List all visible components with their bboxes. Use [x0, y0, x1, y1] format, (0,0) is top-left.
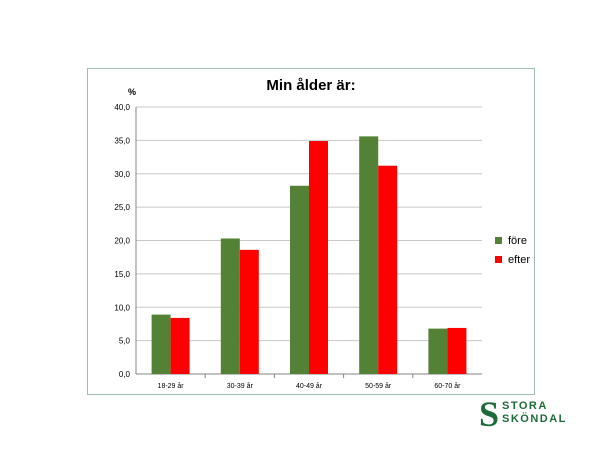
bar-efter — [239, 249, 259, 374]
svg-text:S: S — [479, 396, 499, 430]
y-tick-label: 40,0 — [114, 103, 130, 112]
bar-efter — [309, 141, 328, 374]
bar-efter — [447, 327, 467, 374]
legend-label-efter: efter — [508, 253, 531, 266]
y-tick-label: 30,0 — [114, 170, 130, 179]
stora-skondal-logo: S STORA SKÖNDAL — [478, 394, 588, 434]
y-axis-unit: % — [128, 87, 137, 97]
y-tick-label: 25,0 — [114, 203, 130, 212]
x-tick-label: 50-59 år — [365, 382, 392, 390]
chart-title: Min ålder är: — [266, 77, 356, 94]
y-tick-label: 5,0 — [119, 337, 131, 346]
logo-line-2: SKÖNDAL — [502, 413, 567, 425]
legend-swatch-fore — [495, 237, 502, 244]
bar-fore — [428, 328, 448, 374]
y-tick-label: 10,0 — [114, 303, 130, 312]
legend-item-fore: före — [495, 231, 530, 250]
chart-frame: Min ålder är: % 0,0 5,0 10,0 15,0 20,0 25,0 30… — [87, 68, 535, 395]
x-tick-label: 30-39 år — [227, 382, 254, 390]
bar-efter — [170, 317, 190, 374]
logo-text: STORA SKÖNDAL — [502, 400, 567, 426]
legend-label-fore: före — [508, 234, 527, 247]
y-tick-label: 0,0 — [119, 370, 131, 379]
bar-efter — [378, 165, 398, 374]
y-tick-label: 15,0 — [114, 270, 130, 279]
plot-area: 0,0 5,0 10,0 15,0 20,0 25,0 30,0 35,0 40,0 18-29 … — [114, 103, 482, 390]
x-tick-label: 18-29 år — [158, 382, 185, 390]
y-tick-label: 20,0 — [114, 237, 130, 246]
legend-item-efter: efter — [495, 250, 530, 269]
legend: före efter — [495, 231, 530, 269]
legend-swatch-efter — [495, 256, 502, 263]
bar-fore — [290, 185, 309, 374]
bar-fore — [220, 238, 240, 374]
logo-s-icon: S — [479, 394, 499, 434]
x-tick-label: 60-70 år — [434, 382, 461, 390]
y-tick-label: 35,0 — [114, 136, 130, 145]
bar-fore — [359, 136, 379, 374]
x-tick-label: 40-49 år — [296, 382, 323, 390]
bar-fore — [151, 314, 171, 374]
logo-line-1: STORA — [502, 400, 548, 412]
